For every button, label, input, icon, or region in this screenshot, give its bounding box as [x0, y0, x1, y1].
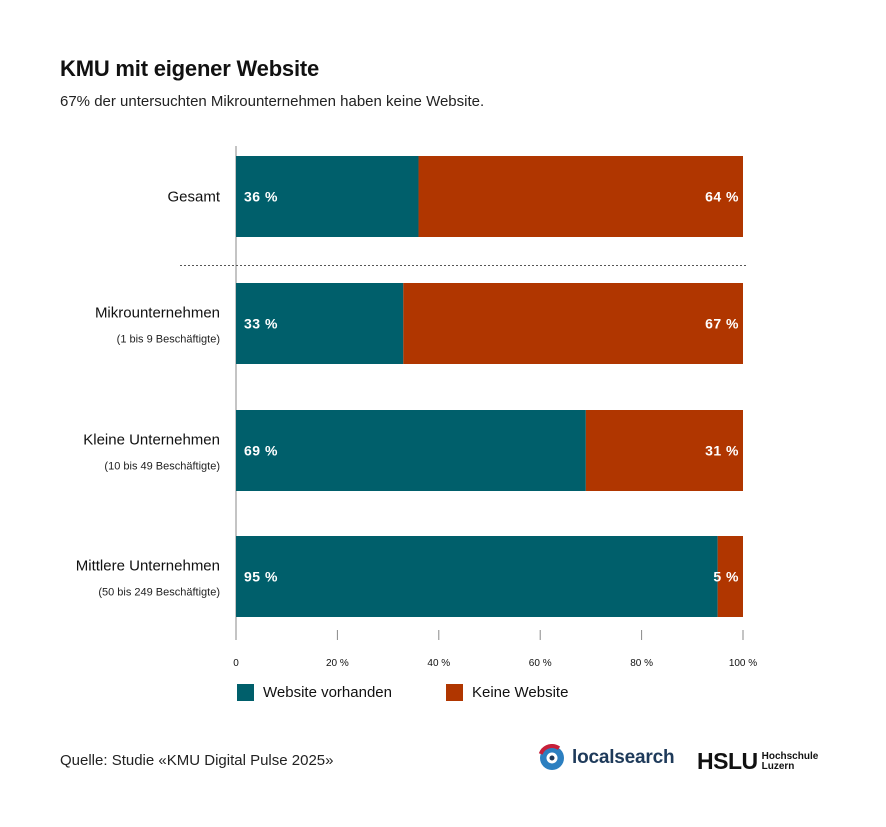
- category-sublabel: (1 bis 9 Beschäftigte): [117, 334, 220, 346]
- bar-keine: [418, 156, 743, 237]
- bar-website: [236, 410, 586, 491]
- bar-keine: [717, 536, 743, 617]
- category-sublabel: (10 bis 49 Beschäftigte): [104, 461, 220, 473]
- hslu-logo-subtext: Hochschule Luzern: [761, 750, 819, 772]
- chart-subtitle: 67% der untersuchten Mikrounternehmen ha…: [60, 93, 485, 110]
- legend-item-website: Website vorhanden: [237, 684, 392, 701]
- bar-value-label-website: 69 %: [244, 443, 278, 459]
- localsearch-logo: localsearch: [538, 744, 675, 772]
- hslu-logo-line2: Luzern: [761, 760, 795, 772]
- hslu-logo-text: HSLU: [697, 748, 758, 774]
- bar-value-label-website: 95 %: [244, 569, 278, 585]
- bar-value-label-keine: 31 %: [705, 443, 739, 459]
- localsearch-logo-icon: [538, 744, 566, 772]
- category-label: Mittlere Unternehmen: [76, 558, 220, 575]
- category-label: Kleine Unternehmen: [83, 432, 220, 449]
- stacked-bar-chart: 36 % 64 % Gesamt 33 % 67 % Mikrounternehmen (1…: [76, 146, 757, 669]
- category-label: Gesamt: [167, 189, 220, 206]
- hslu-logo: HSLU Hochschule Luzern: [697, 748, 818, 775]
- bar-keine: [403, 283, 743, 364]
- x-tick-label: 80 %: [630, 658, 653, 669]
- x-tick-label: 100 %: [729, 658, 757, 669]
- category-sublabel: (50 bis 249 Beschäftigte): [98, 587, 220, 599]
- bar-website: [236, 156, 419, 237]
- x-tick-label: 60 %: [529, 658, 552, 669]
- bar-website: [236, 283, 404, 364]
- category-label: Mikrounternehmen: [95, 305, 220, 322]
- bar-value-label-keine: 5 %: [713, 569, 739, 585]
- x-tick-label: 20 %: [326, 658, 349, 669]
- legend-swatch-website: [237, 684, 254, 701]
- bar-value-label-keine: 64 %: [705, 189, 739, 205]
- bar-value-label-website: 36 %: [244, 189, 278, 205]
- bar-value-label-website: 33 %: [244, 316, 278, 332]
- bar-keine: [585, 410, 743, 491]
- legend-item-keine: Keine Website: [446, 684, 568, 701]
- x-tick-label: 0: [233, 658, 239, 669]
- legend-label-keine: Keine Website: [472, 684, 569, 701]
- localsearch-logo-text: localsearch: [572, 747, 675, 768]
- source-note: Quelle: Studie «KMU Digital Pulse 2025»: [60, 752, 334, 769]
- hslu-logo-line1: Hochschule: [761, 750, 819, 762]
- legend-swatch-keine: [446, 684, 463, 701]
- bar-website: [236, 536, 718, 617]
- chart-title: KMU mit eigener Website: [60, 56, 320, 81]
- x-tick-label: 40 %: [427, 658, 450, 669]
- bar-value-label-keine: 67 %: [705, 316, 739, 332]
- legend-label-website: Website vorhanden: [263, 684, 392, 701]
